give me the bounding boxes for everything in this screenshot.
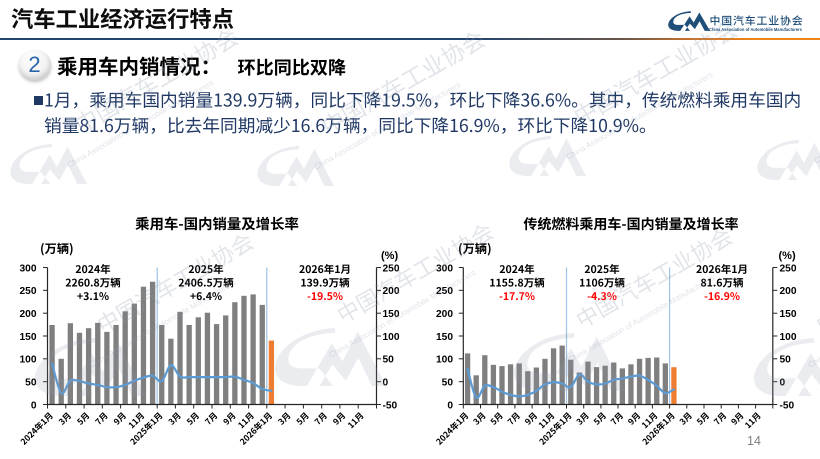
svg-text:100: 100 [780,332,797,343]
svg-text:50: 50 [442,378,454,389]
svg-text:China Association of Automobil: China Association of Automobile Manufact… [709,27,802,33]
svg-text:200: 200 [20,309,37,320]
svg-text:200: 200 [383,286,400,297]
svg-text:50: 50 [383,355,395,366]
svg-text:100: 100 [20,355,37,366]
svg-text:(%): (%) [779,250,796,262]
svg-text:200: 200 [436,309,453,320]
svg-text:200: 200 [780,286,797,297]
svg-text:0: 0 [447,400,453,411]
svg-text:(%): (%) [381,250,398,262]
svg-text:150: 150 [20,332,37,343]
svg-text:250: 250 [780,263,797,274]
svg-text:50: 50 [25,378,37,389]
svg-text:250: 250 [20,286,37,297]
svg-text:-50: -50 [383,400,398,411]
svg-text:300: 300 [20,263,37,274]
svg-text:50: 50 [780,355,792,366]
svg-text:250: 250 [383,263,400,274]
svg-text:150: 150 [780,309,797,320]
svg-text:0: 0 [31,400,37,411]
svg-text:0: 0 [383,378,389,389]
svg-text:-50: -50 [780,400,795,411]
svg-text:300: 300 [436,263,453,274]
svg-text:100: 100 [436,355,453,366]
svg-text:100: 100 [383,332,400,343]
svg-text:150: 150 [436,332,453,343]
